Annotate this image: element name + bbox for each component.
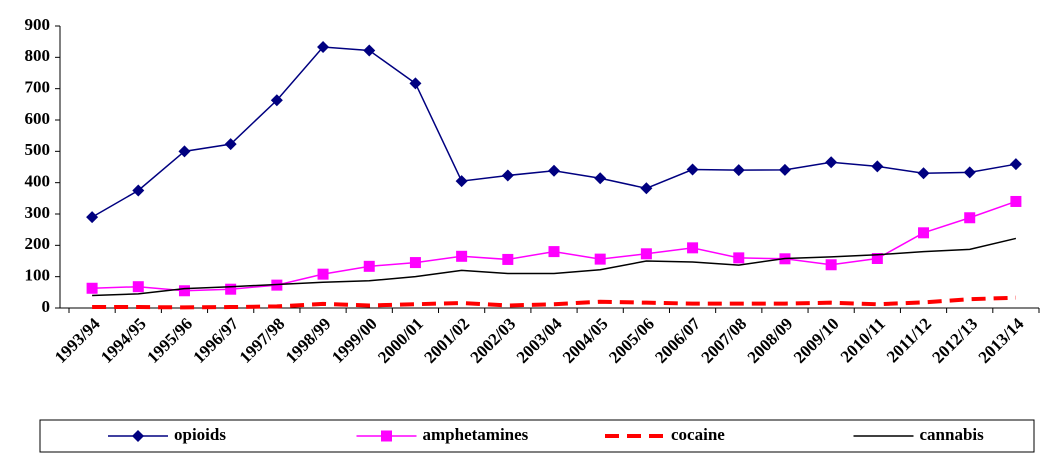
marker <box>178 145 191 158</box>
y-tick-label: 800 <box>25 46 51 65</box>
marker <box>825 259 837 271</box>
marker <box>778 163 791 176</box>
marker <box>548 246 560 258</box>
y-tick-label: 700 <box>25 78 51 97</box>
x-tick-label: 2002/03 <box>467 314 520 367</box>
legend: opioids amphetamines cocaine cannabis <box>39 419 1035 453</box>
x-tick-label: 1998/99 <box>282 314 335 367</box>
marker <box>686 163 699 176</box>
x-tick-label: 2003/04 <box>513 314 566 367</box>
marker <box>640 248 652 260</box>
marker <box>178 285 190 297</box>
marker <box>732 164 745 177</box>
series-line <box>92 295 1016 310</box>
marker <box>1010 195 1022 207</box>
y-tick-label: 200 <box>25 234 51 253</box>
x-tick-label: 2010/11 <box>837 314 889 366</box>
x-tick-label: 2005/06 <box>605 314 658 367</box>
marker <box>918 227 930 239</box>
y-tick-label: 900 <box>25 15 51 34</box>
legend-label: opioids <box>174 425 226 444</box>
marker <box>270 94 283 107</box>
x-tick-label: 1994/95 <box>97 314 150 367</box>
marker <box>502 253 514 265</box>
x-tick-label: 2004/05 <box>559 314 612 367</box>
x-tick-label: 1993/94 <box>51 314 104 367</box>
marker <box>825 156 838 169</box>
marker <box>132 430 144 442</box>
marker <box>225 283 237 295</box>
marker <box>548 164 560 177</box>
marker <box>381 430 392 442</box>
marker <box>917 167 930 180</box>
legend-label: amphetamines <box>423 425 529 444</box>
x-tick-label: 1995/96 <box>143 314 196 367</box>
x-tick-label: 2006/07 <box>651 314 704 367</box>
series-line <box>92 237 1017 297</box>
x-tick-label: 2008/09 <box>744 314 797 367</box>
marker <box>86 211 99 224</box>
marker <box>1009 158 1022 171</box>
legend-label: cannabis <box>920 425 985 444</box>
x-tick-label: 2013/14 <box>975 314 1028 367</box>
marker <box>132 184 145 197</box>
marker <box>594 253 606 265</box>
marker <box>871 252 883 264</box>
y-tick-label: 300 <box>25 203 51 222</box>
y-tick-label: 600 <box>25 109 51 128</box>
y-tick-label: 400 <box>25 172 51 191</box>
y-tick-label: 0 <box>42 297 51 316</box>
marker <box>640 182 653 195</box>
marker <box>363 260 375 272</box>
marker <box>86 282 98 294</box>
legend-label: cocaine <box>671 425 725 444</box>
x-tick-label: 2001/02 <box>420 314 473 367</box>
y-tick-label: 100 <box>25 266 51 285</box>
x-tick-label: 1999/00 <box>328 314 381 367</box>
x-tick-label: 1997/98 <box>236 314 289 367</box>
marker <box>501 169 514 182</box>
x-tick-label: 2000/01 <box>374 314 427 367</box>
x-tick-label: 2007/08 <box>698 314 751 367</box>
marker <box>964 212 976 224</box>
marker <box>409 77 422 90</box>
marker <box>871 160 884 173</box>
marker <box>687 242 699 254</box>
marker <box>455 175 468 188</box>
marker <box>456 250 468 262</box>
marker <box>409 257 421 269</box>
marker <box>317 268 329 280</box>
marker <box>963 166 976 179</box>
x-tick-label: 2011/12 <box>883 314 935 366</box>
marker <box>317 40 330 53</box>
x-tick-label: 2012/13 <box>928 314 981 367</box>
x-tick-label: 1996/97 <box>189 314 242 367</box>
series-line <box>91 46 1017 218</box>
marker <box>224 138 237 151</box>
marker <box>733 252 745 264</box>
y-tick-label: 500 <box>25 140 51 159</box>
marker <box>594 172 607 185</box>
marker <box>363 44 376 57</box>
marker <box>132 281 144 293</box>
x-tick-label: 2009/10 <box>790 314 843 367</box>
